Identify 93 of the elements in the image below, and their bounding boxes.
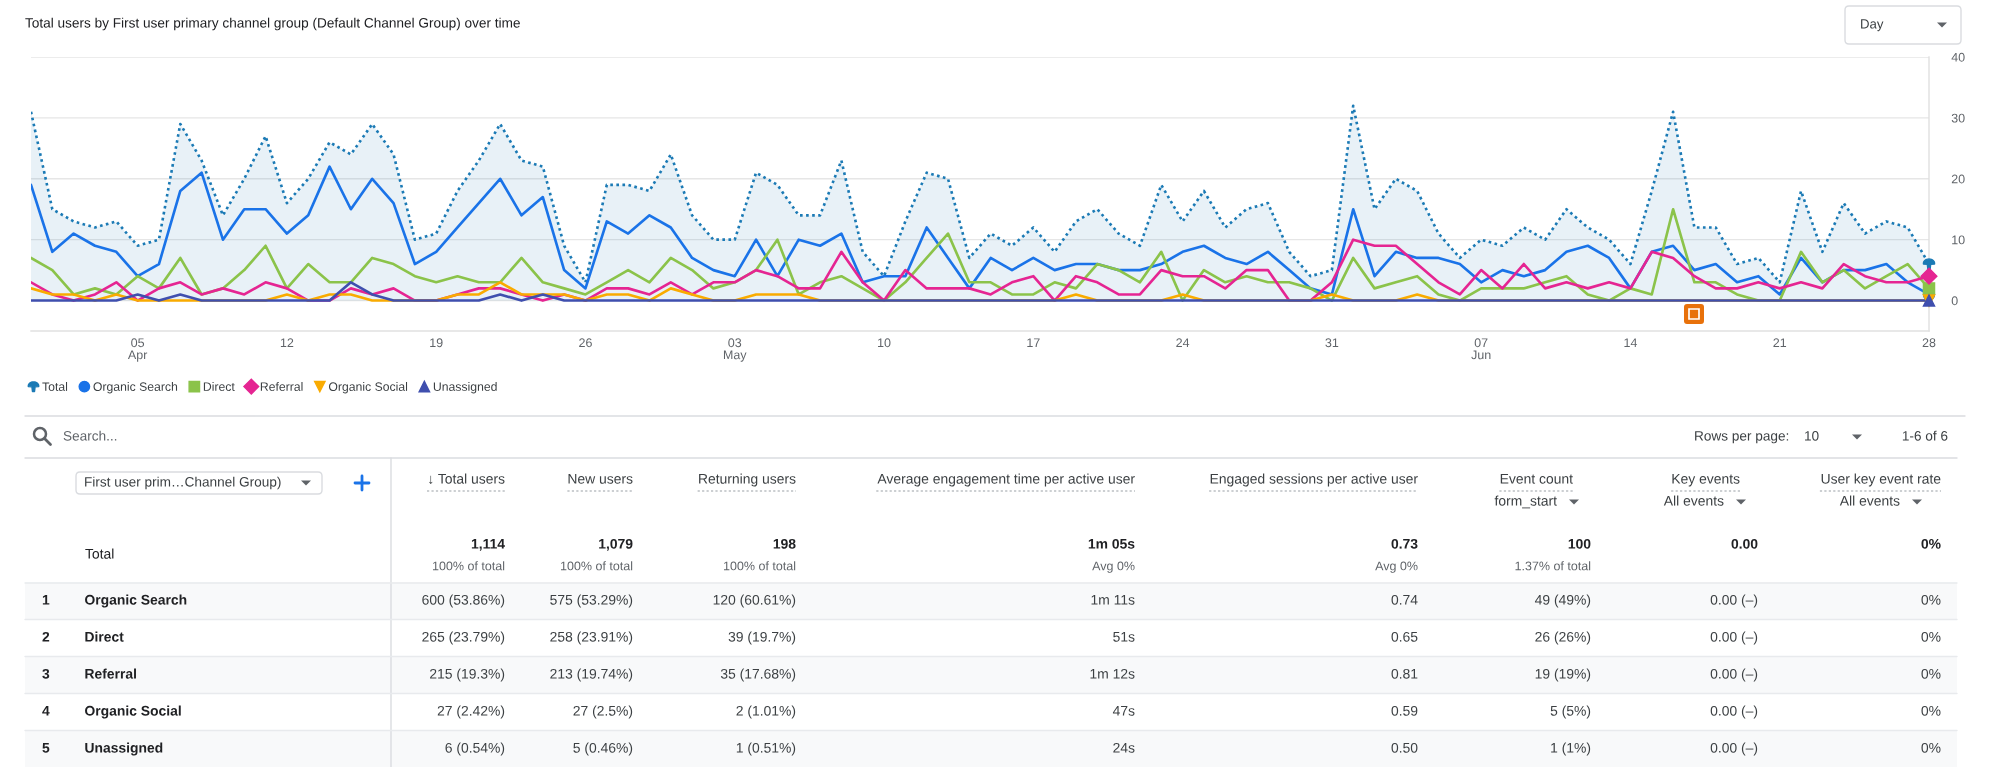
category-label: Engaged sessions per active user	[1210, 473, 1418, 487]
x-tick-label: 24	[1176, 338, 1190, 347]
y-tick-label: 40	[1951, 52, 1965, 62]
text: 0.00 (–)	[1710, 594, 1758, 608]
text: 0.74	[1391, 594, 1418, 605]
x-tick-label: 26	[579, 338, 592, 348]
text: 2 Direct	[42, 631, 124, 642]
category-label: ↓ Total users	[429, 473, 505, 485]
text: 1 (0.51%)	[736, 742, 796, 756]
text: 258 (23.91%)	[550, 631, 633, 645]
text: 47s	[1112, 706, 1135, 716]
text: 1m 11s	[1091, 595, 1135, 605]
text: 4 Organic Social	[42, 705, 181, 719]
legend-label: Organic Search	[93, 382, 178, 394]
x-tick-label: 14	[1624, 338, 1638, 347]
legend-label: Direct	[203, 382, 235, 391]
y-tick-label: 10	[1952, 235, 1965, 245]
text: 5 Unassigned	[42, 742, 163, 756]
text: 0.00 (–)	[1710, 631, 1758, 645]
x-tick-label: 21	[1773, 338, 1787, 347]
text: 3 Referral	[42, 668, 136, 679]
text: Search...	[63, 430, 117, 441]
text: 6 (0.54%)	[445, 742, 505, 756]
text: 1m 12s	[1090, 668, 1135, 679]
text: 215 (19.3%)	[430, 668, 505, 682]
text: Day	[1861, 19, 1884, 32]
legend-label: Unassigned	[433, 382, 497, 394]
y-tick-label: 0	[1951, 296, 1958, 306]
legend-label: Referral	[260, 382, 303, 391]
category-label: First user prim…Channel Group)	[85, 476, 281, 490]
text: 49 (49%)	[1534, 594, 1591, 608]
x-tick-label: 10	[878, 338, 891, 348]
text: 575 (53.29%)	[550, 594, 633, 608]
text: 0.59	[1391, 705, 1418, 716]
x-tick-label: 17	[1027, 338, 1040, 347]
category-label: New users	[568, 474, 633, 484]
text: 0.81	[1391, 668, 1418, 679]
chart-title: Total users by First user primary channel group (Default Channel Group) over time	[25, 17, 520, 31]
category-label: Returning users	[699, 473, 796, 487]
text: 213 (19.74%)	[550, 668, 633, 682]
text: 51s	[1113, 632, 1135, 642]
category-label: Key events All events	[1663, 474, 1740, 506]
text: 35 (17.68%)	[720, 668, 796, 682]
text: 0.00 (–)	[1710, 705, 1758, 719]
text: 0%	[1921, 668, 1941, 679]
text: 5 (5%)	[1550, 705, 1591, 719]
text: Total	[85, 548, 114, 559]
x-tick-label: 28	[1922, 338, 1936, 348]
category-label: User key event rate All events	[1821, 473, 1941, 506]
x-tick-label: 03 May	[723, 338, 747, 362]
x-tick-label: 31	[1325, 338, 1339, 348]
category-label: Average engagement time per active user	[877, 473, 1135, 487]
category-label: Event count form_start	[1494, 474, 1573, 509]
text: 1,114 100% of total	[432, 539, 505, 571]
y-tick-label: 20	[1951, 174, 1965, 184]
legend-label: Organic Social	[328, 382, 408, 394]
x-tick-label: 19	[430, 338, 443, 348]
text: 120 (60.61%)	[713, 594, 796, 608]
text: 0.00	[1731, 538, 1758, 549]
text: 1-6 of 6	[1902, 430, 1948, 441]
x-tick-label: 07 Jun	[1471, 338, 1491, 360]
text: 1 (1%)	[1551, 742, 1591, 756]
text: Rows per page:	[1695, 431, 1789, 444]
text: 0%	[1921, 538, 1941, 549]
legend-label: Total	[42, 382, 68, 391]
text: 5 (0.46%)	[573, 742, 633, 756]
text: 198 100% of total	[723, 538, 796, 571]
text: 265 (23.79%)	[422, 631, 505, 645]
text: 1,079 100% of total	[560, 538, 633, 571]
text: 24s	[1113, 742, 1135, 753]
text: 2 (1.01%)	[736, 705, 796, 719]
text: 19 (19%)	[1535, 668, 1591, 682]
text: 100 1.37% of total	[1515, 538, 1591, 571]
text: 27 (2.5%)	[573, 705, 633, 719]
x-tick-label: 05 Apr	[127, 338, 148, 362]
text: 39 (19.7%)	[728, 631, 796, 645]
text: 0%	[1921, 742, 1941, 753]
text: 0%	[1921, 705, 1941, 716]
text: 10	[1805, 431, 1819, 441]
text: 0.00 (–)	[1710, 742, 1758, 756]
text: 0.50	[1391, 742, 1418, 753]
text: 1m 05s Avg 0%	[1088, 538, 1135, 573]
y-tick-label: 30	[1951, 113, 1965, 123]
text: 0%	[1921, 631, 1941, 642]
text: 0.65	[1391, 631, 1418, 642]
text: 600 (53.86%)	[422, 594, 505, 608]
text: 1 Organic Search	[42, 594, 187, 608]
text: 26 (26%)	[1535, 631, 1591, 645]
text: 0%	[1921, 594, 1941, 605]
text: 0.00 (–)	[1710, 668, 1758, 682]
text: 27 (2.42%)	[437, 705, 505, 719]
text: 0.73 Avg 0%	[1375, 538, 1418, 573]
x-tick-label: 12	[280, 338, 294, 347]
